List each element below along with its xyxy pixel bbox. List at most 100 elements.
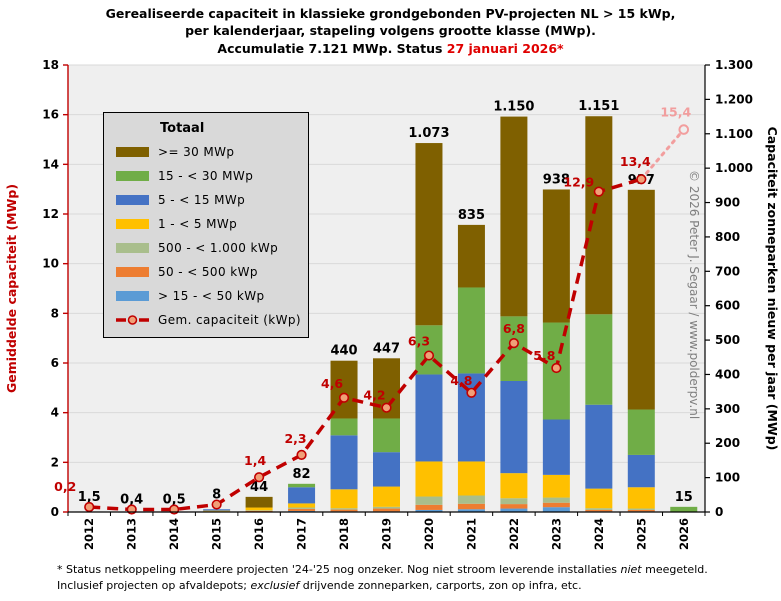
bar-segment bbox=[415, 496, 443, 505]
bar-segment bbox=[585, 508, 613, 510]
legend-swatch bbox=[116, 219, 149, 229]
x-axis-label: 2013 bbox=[125, 518, 139, 550]
bar-segment bbox=[500, 473, 528, 499]
left-axis-tick-label: 10 bbox=[42, 257, 59, 271]
line-value-label: 6,8 bbox=[503, 321, 525, 336]
line-marker bbox=[84, 501, 95, 513]
left-axis-tick-label: 18 bbox=[42, 58, 59, 72]
x-axis-label: 2023 bbox=[549, 518, 563, 550]
legend-item-label: 500 - < 1.000 kWp bbox=[158, 241, 279, 255]
left-axis-title: Gemiddelde capaciteit (MWp) bbox=[4, 184, 19, 393]
line-value-label: 5,8 bbox=[533, 348, 555, 363]
bar-segment bbox=[415, 325, 443, 375]
bar-segment bbox=[542, 189, 570, 323]
right-axis-tick-label: 1.200 bbox=[715, 92, 753, 106]
legend-swatch bbox=[116, 267, 149, 277]
x-axis-label: 2020 bbox=[422, 518, 436, 550]
legend-item: 15 - < 30 MWp bbox=[116, 164, 308, 188]
x-axis-label: 2015 bbox=[210, 518, 224, 550]
x-axis-label: 2017 bbox=[295, 518, 309, 550]
bar-total-label: 938 bbox=[543, 172, 570, 187]
bar-segment bbox=[457, 495, 485, 504]
bar-segment bbox=[330, 418, 358, 436]
legend-item: >= 30 MWp bbox=[116, 140, 308, 164]
bar-segment bbox=[585, 509, 613, 512]
line-marker bbox=[423, 350, 435, 361]
bar-total-label: 0,5 bbox=[163, 493, 186, 508]
bar-segment bbox=[457, 503, 485, 510]
bar-segment bbox=[627, 509, 655, 512]
bar-segment bbox=[373, 418, 400, 453]
line-value-label: 4,2 bbox=[363, 388, 385, 403]
legend-items: >= 30 MWp 15 - < 30 MWp 5 - < 15 MWp 1 - < … bbox=[116, 140, 308, 332]
bar-segment bbox=[245, 496, 273, 508]
bar-segment bbox=[288, 508, 316, 511]
bar-total-label: 8 bbox=[212, 488, 221, 503]
x-axis-label: 2014 bbox=[167, 518, 181, 550]
bar-segment bbox=[585, 314, 613, 405]
line-marker bbox=[551, 362, 562, 374]
avg-capacity-line-projected bbox=[639, 128, 686, 181]
bar-segment bbox=[415, 374, 443, 462]
bar-segment bbox=[415, 504, 443, 510]
bar-segment bbox=[542, 507, 570, 512]
legend-swatch bbox=[116, 291, 149, 301]
bar-segment bbox=[415, 509, 443, 512]
line-marker bbox=[508, 338, 520, 349]
line-value-label: 15,4 bbox=[660, 105, 691, 120]
line-marker bbox=[466, 387, 477, 398]
avg-capacity-line bbox=[89, 177, 642, 512]
status-date: 27 januari 2026* bbox=[446, 40, 564, 56]
line-value-label: 13,4 bbox=[620, 154, 651, 169]
bar-segment bbox=[288, 483, 316, 488]
bar-segment bbox=[245, 507, 273, 511]
bar-segment bbox=[627, 189, 655, 410]
bar-segment bbox=[203, 510, 231, 512]
chart-title-line1: Gerealiseerde capaciteit in klassieke gr… bbox=[105, 6, 676, 21]
legend-title: Totaal bbox=[160, 121, 205, 136]
line-marker bbox=[678, 124, 690, 135]
bar-segment bbox=[627, 454, 655, 488]
right-axis-tick-label: 300 bbox=[715, 402, 740, 416]
legend-item: > 15 - < 50 kWp bbox=[116, 284, 308, 308]
bar-segment bbox=[500, 508, 528, 512]
left-axis-tick-label: 14 bbox=[42, 157, 59, 171]
bar-segment bbox=[373, 506, 400, 509]
x-axis-label: 2024 bbox=[592, 518, 606, 550]
bar-segment bbox=[330, 360, 358, 419]
bar-segment bbox=[330, 508, 358, 510]
legend-item: 50 - < 500 kWp bbox=[116, 260, 308, 284]
bar-segment bbox=[585, 404, 613, 489]
bar-segment bbox=[245, 510, 273, 512]
bar-segment bbox=[330, 509, 358, 512]
bar-segment bbox=[373, 486, 400, 507]
bar-segment bbox=[415, 461, 443, 497]
bar-segment bbox=[457, 224, 485, 288]
right-axis-tick-label: 1.100 bbox=[715, 127, 753, 141]
bar-total-label: 1.073 bbox=[408, 126, 449, 141]
bar-segment bbox=[203, 509, 231, 511]
bar-total-label: 440 bbox=[330, 344, 357, 359]
legend-item: 500 - < 1.000 kWp bbox=[116, 236, 308, 260]
x-axis-label: 2021 bbox=[464, 518, 478, 550]
bar-segment bbox=[500, 116, 528, 317]
bar-segment bbox=[288, 487, 316, 504]
right-axis-tick-label: 700 bbox=[715, 264, 740, 278]
legend-swatch bbox=[116, 171, 149, 181]
line-marker bbox=[593, 186, 604, 197]
bar-total-label: 1.150 bbox=[493, 100, 534, 115]
bar-total-label: 835 bbox=[458, 208, 485, 223]
bar-total-label: 15 bbox=[675, 490, 693, 505]
line-marker bbox=[211, 499, 222, 510]
right-axis-tick-label: 900 bbox=[715, 196, 740, 210]
bar-segment bbox=[585, 488, 613, 509]
legend-item: 5 - < 15 MWp bbox=[116, 188, 308, 212]
right-axis-tick-label: 400 bbox=[715, 367, 740, 381]
bar-segment bbox=[457, 509, 485, 512]
line-marker bbox=[296, 449, 307, 460]
line-marker bbox=[254, 472, 265, 483]
bar-segment bbox=[500, 380, 528, 474]
legend: Totaal >= 30 MWp 15 - < 30 MWp 5 - < 15 MW… bbox=[103, 112, 309, 338]
